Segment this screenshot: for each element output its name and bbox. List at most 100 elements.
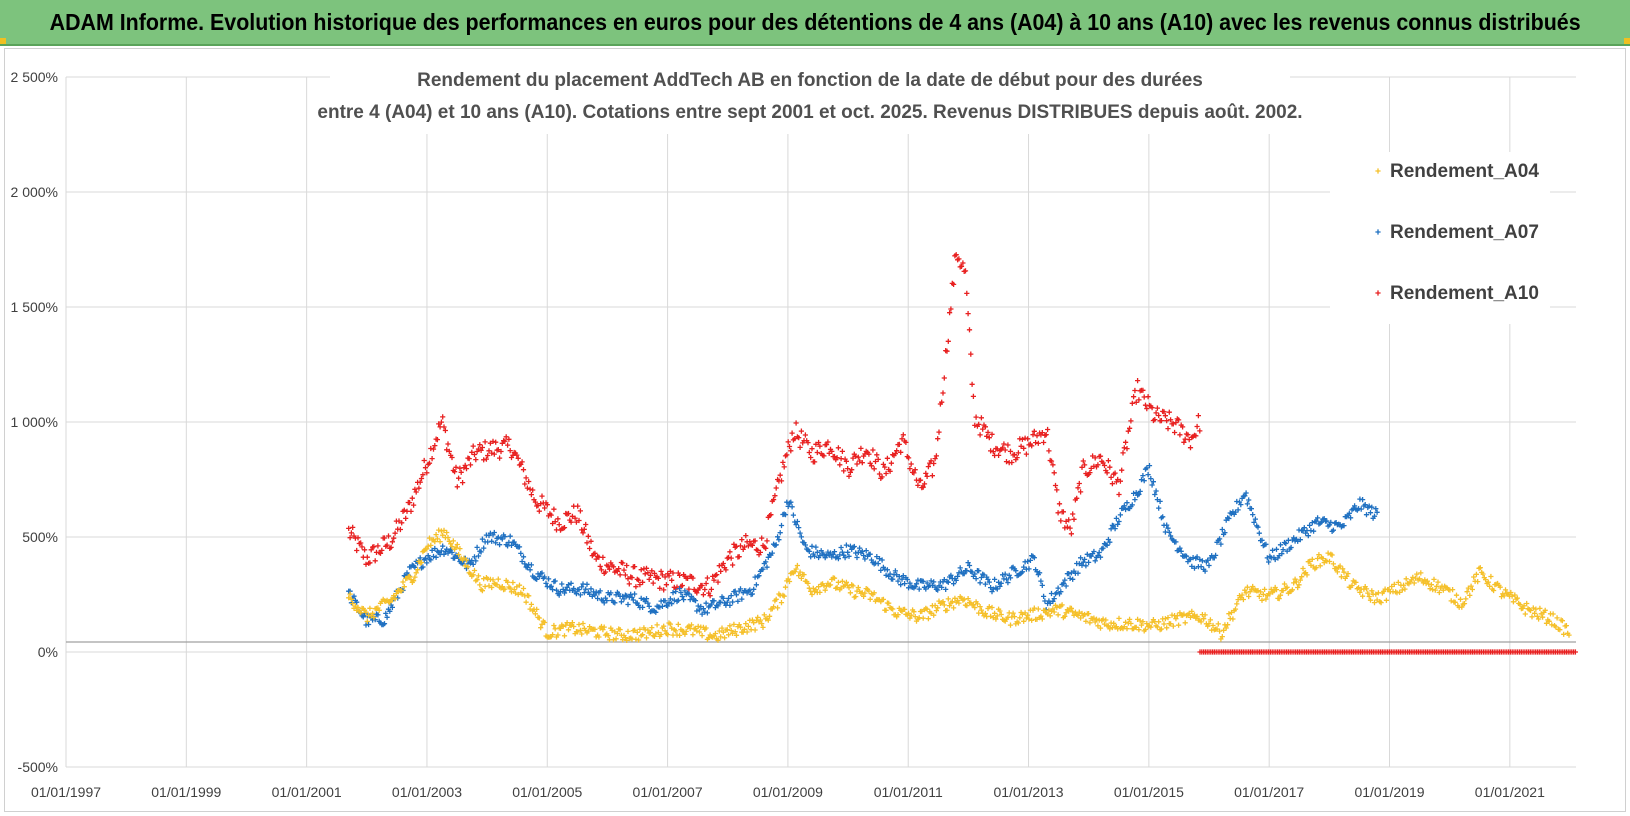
data-point [837,462,843,468]
data-point [797,530,803,536]
data-point [1566,632,1572,638]
data-point [456,551,462,558]
data-point [1138,477,1145,483]
data-point [886,600,892,606]
data-point [1136,627,1142,633]
data-point [569,620,575,626]
data-point [943,586,949,592]
data-point [1189,563,1195,569]
data-point [556,592,562,598]
data-point [1232,606,1239,612]
data-point [622,635,628,641]
data-point [528,601,534,607]
data-point [675,621,681,627]
data-point [1019,611,1025,617]
data-point [998,580,1004,586]
data-point [813,587,819,593]
data-point [843,579,849,585]
data-point [1055,585,1061,591]
data-point [1043,432,1049,438]
data-point [622,572,628,578]
data-point [988,613,994,619]
data-point [1244,501,1250,507]
x-tick-label: 01/01/2011 [874,784,943,800]
report-title: ADAM Informe. Evolution historique des p… [49,8,1581,35]
data-point [375,543,381,549]
data-point [786,578,793,585]
data-point [1025,436,1031,442]
data-point [683,628,689,634]
data-point [560,586,566,592]
data-point [1133,624,1139,630]
data-point [412,574,418,580]
data-point [924,580,930,586]
data-point [1068,531,1074,537]
data-point [552,578,558,584]
data-point [597,588,603,594]
data-point [907,466,913,472]
data-point [1402,586,1408,592]
data-point [1070,511,1076,517]
data-point [362,547,368,553]
data-point [403,515,409,521]
data-point [1181,439,1187,445]
data-point [737,624,744,630]
data-point [528,562,534,568]
data-point [1148,476,1154,482]
legend-label: Rendement_A07 [1390,222,1539,243]
data-point [718,634,724,640]
data-point [507,533,513,539]
data-point [931,612,937,618]
data-point [1291,535,1297,541]
data-point [798,575,804,581]
data-point [977,604,983,610]
data-point [863,548,869,554]
data-point [760,566,766,572]
data-point [702,609,708,615]
data-point [920,484,926,490]
data-point [493,439,499,445]
data-point [867,551,873,557]
data-point [700,592,706,598]
data-point [642,598,648,605]
data-point [715,579,721,585]
data-point [688,593,695,599]
data-point [1092,455,1098,461]
data-point [1087,620,1093,626]
data-point [1031,428,1037,434]
data-point [1522,611,1528,617]
data-point [898,449,904,455]
data-point [1133,399,1139,405]
data-point [1307,558,1313,564]
data-point [771,604,777,610]
data-point [1207,617,1213,623]
data-point [1068,605,1074,611]
data-point [412,486,418,492]
data-point [794,562,800,569]
data-point [1067,525,1073,531]
data-point [557,625,564,631]
data-point [920,578,926,584]
data-point [1273,587,1280,593]
axes: -500% 0% 500% 1 000% 1 500% 2 000% 2 500% 01/01… [11,69,1576,800]
data-point [1157,498,1163,504]
data-point [638,595,644,601]
data-point [601,624,607,630]
data-point [1452,599,1458,605]
data-point [497,455,503,461]
data-point [1120,450,1126,456]
data-point [1549,622,1555,628]
data-point [745,623,751,629]
data-point [1198,564,1204,570]
data-point [1187,445,1194,451]
data-point [503,434,509,440]
data-point [743,533,749,539]
data-point [1424,578,1430,584]
data-point [520,467,527,473]
data-point [1477,565,1483,571]
data-point [985,576,991,582]
data-point [485,452,491,459]
data-point [1239,592,1245,598]
data-point [1258,589,1264,595]
data-point [424,560,430,566]
